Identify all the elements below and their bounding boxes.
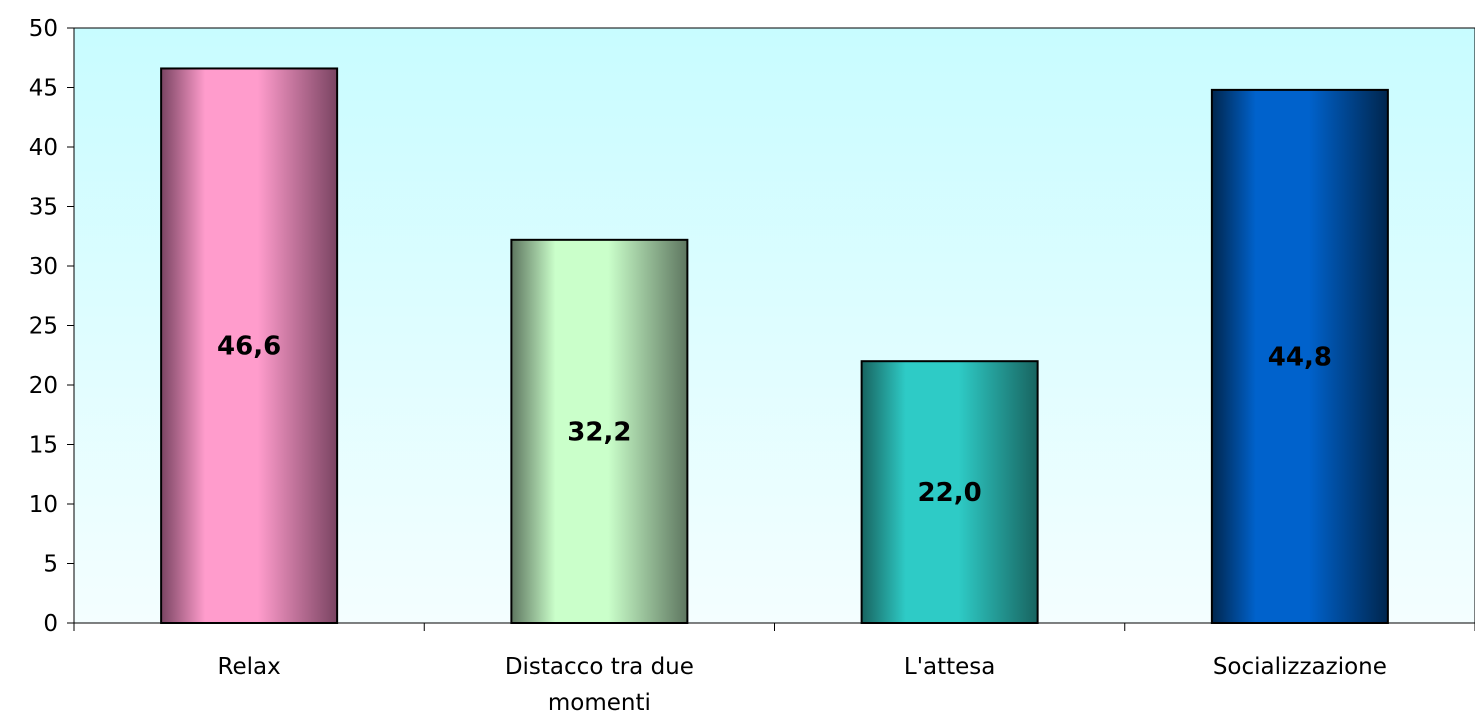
y-tick-label-25: 25 [29,314,58,340]
data-label-1: 32,2 [567,417,631,447]
y-tick-label-50: 50 [29,16,58,42]
x-tick-label-1: Distacco tra due momenti [505,654,694,716]
y-tick-label-15: 15 [29,433,58,459]
y-tick-label-35: 35 [29,195,58,221]
x-tick-label-3: Socializzazione [1213,654,1387,680]
y-tick-label-20: 20 [29,373,58,399]
data-labels-group: 46,6 32,2 22,0 44,8 [217,332,1332,508]
bar-2 [860,360,1039,624]
y-tick-label-40: 40 [29,135,58,161]
bars-group [160,67,1389,624]
x-axis: Relax Distacco tra due momenti L'attesa Soci… [73,622,1475,716]
y-tick-label-30: 30 [29,254,58,280]
y-tick-label-0: 0 [43,611,58,637]
x-tick-label-0: Relax [218,654,281,680]
y-tick-label-45: 45 [29,76,58,102]
data-label-2: 22,0 [918,478,982,508]
bar-0 [160,67,339,624]
y-tick-label-10: 10 [29,492,58,518]
data-label-0: 46,6 [217,332,281,362]
x-tick-label-2: L'attesa [904,654,996,680]
bar-3 [1210,88,1389,624]
y-tick-label-5: 5 [43,552,58,578]
y-axis: 0 5 10 15 20 25 30 35 40 45 50 [29,16,75,637]
data-label-3: 44,8 [1268,342,1332,372]
